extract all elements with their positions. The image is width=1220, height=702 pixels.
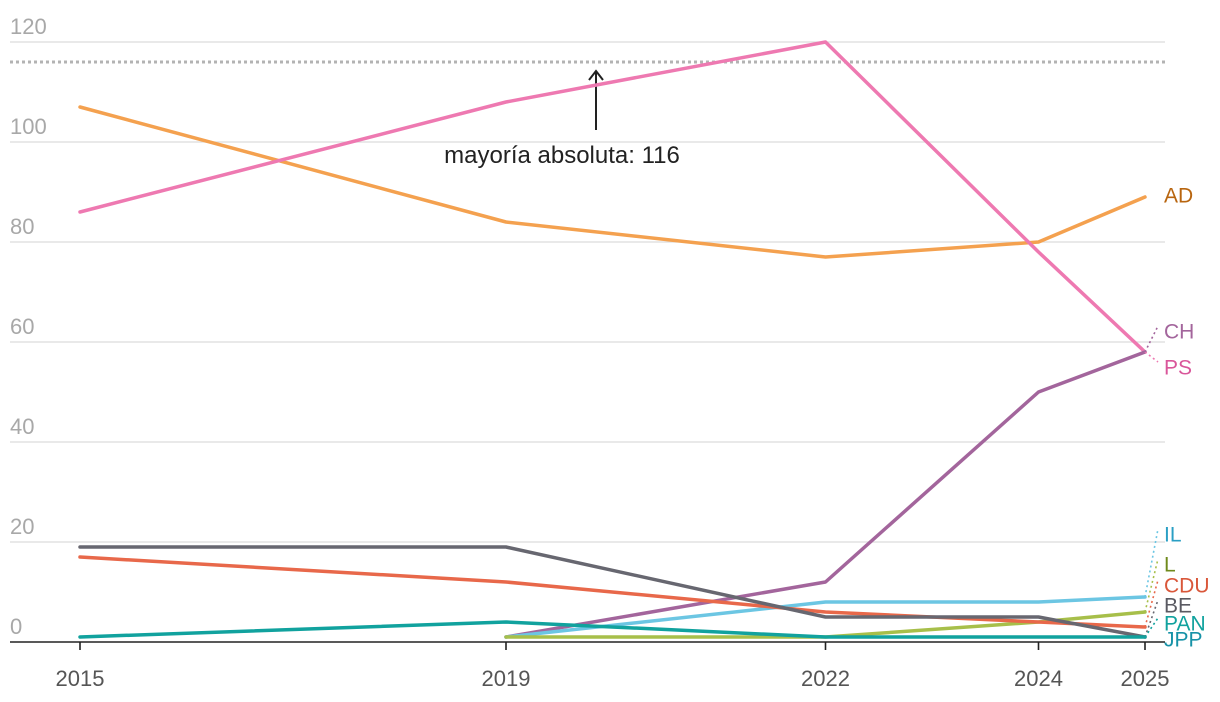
series-line-il: [504, 595, 1147, 639]
series-label-ch: CH: [1164, 321, 1194, 344]
series-line-ch: [504, 350, 1147, 639]
y-tick-label: 120: [10, 14, 47, 39]
leader-l: [1144, 558, 1159, 613]
majority-annotation: mayoría absoluta: 116: [10, 60, 1165, 169]
series-label-il: IL: [1164, 524, 1182, 547]
leader-ps: [1144, 351, 1159, 363]
y-tick-label: 100: [10, 114, 47, 139]
leader-cdu: [1144, 579, 1159, 628]
leader-ch: [1144, 325, 1159, 353]
x-tick-label: 2015: [56, 666, 105, 691]
y-tick-label: 60: [10, 314, 34, 339]
series-line-ps: [78, 40, 1147, 354]
leader-il: [1144, 528, 1159, 598]
series-lines: [78, 40, 1147, 639]
x-tick-label: 2024: [1014, 666, 1063, 691]
series-label-ad: AD: [1164, 185, 1193, 208]
x-tick-label: 2025: [1121, 666, 1170, 691]
series-label-pan: PAN: [1164, 613, 1206, 636]
majority-label: mayoría absoluta: 116: [444, 142, 680, 169]
series-label-ps: PS: [1164, 357, 1192, 380]
x-tick-label: 2019: [482, 666, 531, 691]
series-line-be: [78, 545, 1147, 639]
x-axis-ticks: 2015 2019 2022 2024 2025: [56, 642, 1170, 691]
y-tick-label: 40: [10, 414, 34, 439]
label-leaders: [1144, 325, 1159, 638]
leader-pan: [1144, 617, 1159, 638]
x-tick-label: 2022: [801, 666, 850, 691]
series-label-l: L: [1164, 554, 1176, 577]
gridlines: [10, 41, 1165, 543]
leader-be: [1144, 599, 1159, 638]
y-axis-ticks: 0 20 40 60 80 100 120: [10, 14, 47, 639]
series-line-pan: [78, 620, 1147, 639]
series-label-jpp: JPP: [1164, 629, 1203, 652]
series-label-be: BE: [1164, 595, 1192, 618]
y-tick-label: 80: [10, 214, 34, 239]
y-tick-label: 20: [10, 514, 34, 539]
series-label-cdu: CDU: [1164, 575, 1210, 598]
series-line-ad: [78, 105, 1147, 259]
y-tick-label: 0: [10, 614, 22, 639]
series-line-l: [504, 610, 1147, 639]
majority-arrow-head: [588, 69, 604, 81]
